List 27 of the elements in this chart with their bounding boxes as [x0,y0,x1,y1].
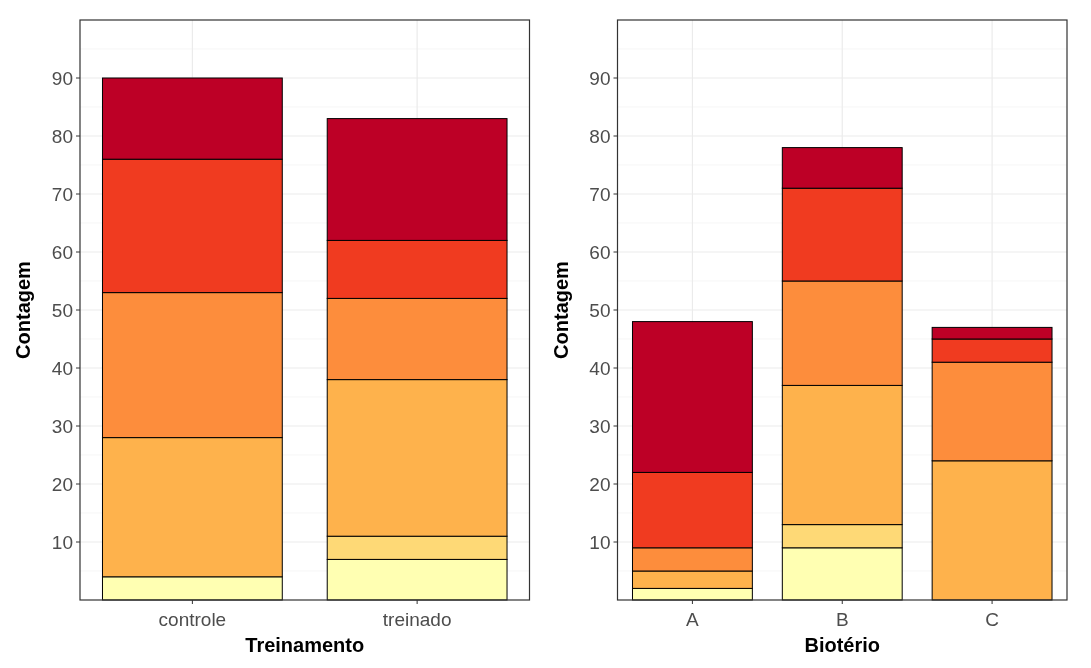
y-tick-label: 80 [589,125,611,147]
y-tick-label: 10 [589,531,611,553]
y-tick-label: 40 [589,357,611,379]
y-tick-label: 30 [51,415,73,437]
y-tick-label: 60 [589,241,611,263]
y-tick-label: 90 [589,67,611,89]
y-tick-label: 90 [51,67,73,89]
x-tick-label: A [686,609,700,630]
y-tick-label: 50 [51,299,73,321]
x-tick-label: C [985,609,999,630]
y-tick-label: 20 [589,473,611,495]
x-axis-title: Biotério [804,634,881,656]
y-tick-label: 10 [51,531,73,553]
y-tick-label: 40 [51,357,73,379]
y-tick-label: 70 [589,183,611,205]
x-tick-label: treinado [382,609,452,630]
y-tick-label: 70 [51,183,73,205]
x-tick-label: controle [158,609,227,630]
x-tick-label: B [835,609,849,630]
y-axis-title: Contagem [549,261,572,359]
y-axis-title: Contagem [12,261,34,359]
x-axis-title: Treinamento [245,634,365,656]
y-tick-label: 60 [51,241,73,263]
y-tick-label: 30 [589,415,611,437]
y-tick-label: 80 [51,125,73,147]
y-tick-label: 20 [51,473,73,495]
y-tick-label: 50 [589,299,611,321]
